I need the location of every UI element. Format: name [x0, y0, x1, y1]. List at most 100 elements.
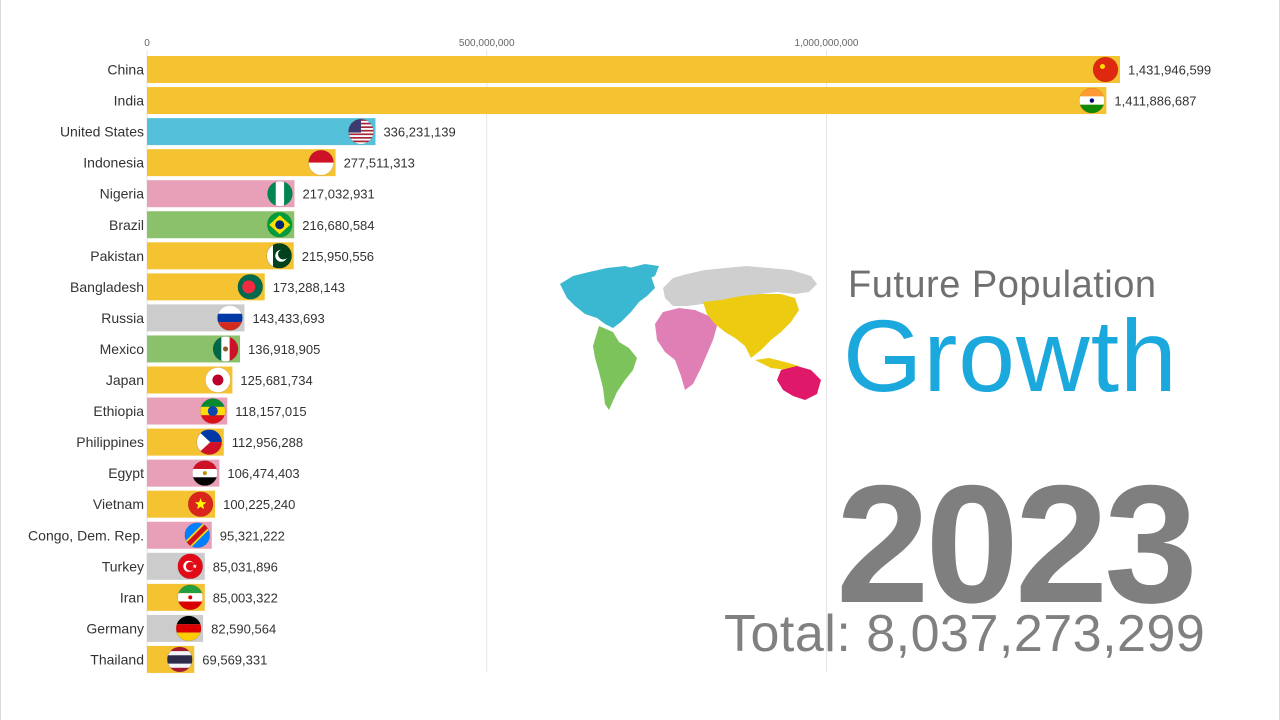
category-label: Congo, Dem. Rep.	[28, 527, 144, 543]
bar-row: Indonesia 277,511,313	[83, 149, 415, 177]
category-label: Turkey	[102, 558, 144, 574]
bar-row: Congo, Dem. Rep. 95,321,222	[28, 521, 285, 549]
category-label: Indonesia	[83, 155, 144, 171]
title-main: Growth	[843, 299, 1178, 413]
category-label: Ethiopia	[93, 403, 144, 419]
bar-row: Turkey 85,031,896	[102, 552, 278, 580]
x-tick-label: 0	[144, 38, 150, 49]
value-label: 85,003,322	[213, 590, 278, 605]
thailand-flag-icon	[167, 646, 193, 672]
value-label: 173,288,143	[273, 280, 345, 295]
bar-row: Iran 85,003,322	[120, 583, 278, 611]
japan-flag-icon	[205, 367, 231, 393]
value-label: 1,431,946,599	[1128, 63, 1211, 78]
category-label: Russia	[101, 310, 144, 326]
value-label: 106,474,403	[227, 466, 299, 481]
pakistan-flag-icon	[266, 243, 292, 269]
map-south-america	[593, 326, 637, 410]
map-africa	[655, 308, 717, 390]
total-value: 8,037,273,299	[866, 605, 1206, 663]
map-greenland	[629, 264, 659, 280]
bar-row: Nigeria 217,032,931	[100, 180, 375, 208]
category-label: Egypt	[108, 465, 144, 481]
vietnam-flag-icon	[188, 491, 214, 517]
egypt-flag-icon	[192, 460, 218, 486]
bar-row: Thailand 69,569,331	[90, 645, 267, 673]
value-label: 143,433,693	[252, 311, 324, 326]
bar-row: Brazil 216,680,584	[109, 211, 375, 239]
map-indonesia	[755, 358, 799, 370]
value-label: 118,157,015	[235, 404, 306, 419]
bar-row: Vietnam 100,225,240	[93, 490, 295, 518]
category-label: United States	[60, 124, 144, 140]
category-label: Iran	[120, 589, 144, 605]
category-label: Mexico	[100, 341, 145, 357]
indonesia-flag-icon	[308, 150, 334, 176]
bar-row: Pakistan 215,950,556	[90, 242, 374, 270]
value-label: 215,950,556	[302, 249, 374, 264]
bar-row: United States 336,231,139	[60, 118, 456, 146]
category-label: Bangladesh	[70, 279, 144, 295]
category-label: Nigeria	[100, 186, 145, 202]
india-flag-icon	[1079, 88, 1105, 114]
category-label: Brazil	[109, 217, 144, 233]
bar-row: India 1,411,886,687	[114, 87, 1197, 115]
bar-row: Egypt 106,474,403	[108, 459, 300, 487]
map-asia	[703, 294, 799, 358]
map-north-america	[560, 266, 655, 328]
bar-row: Germany 82,590,564	[86, 614, 276, 642]
value-label: 336,231,139	[383, 125, 455, 140]
category-label: Pakistan	[90, 248, 144, 264]
brazil-flag-icon	[267, 212, 293, 238]
value-label: 112,956,288	[232, 435, 303, 450]
category-label: India	[114, 93, 145, 109]
x-tick-label: 500,000,000	[459, 38, 515, 49]
turkey-flag-icon	[177, 553, 203, 579]
map-europe-russia	[663, 266, 817, 306]
value-label: 100,225,240	[223, 497, 295, 512]
bar	[147, 56, 1120, 83]
value-label: 216,680,584	[302, 218, 374, 233]
philippines-flag-icon	[196, 429, 222, 455]
category-label: Thailand	[90, 651, 144, 667]
total-label: Total:	[724, 605, 852, 663]
bar	[147, 118, 376, 146]
bar-row: Mexico 136,918,905	[100, 335, 320, 363]
category-label: Philippines	[76, 434, 144, 450]
iran-flag-icon	[177, 584, 203, 610]
total-population: Total: 8,037,273,299	[724, 604, 1205, 664]
value-label: 82,590,564	[211, 621, 276, 636]
value-label: 125,681,734	[240, 373, 312, 388]
title-subtitle: Future Population	[848, 264, 1157, 306]
bar	[147, 87, 1107, 115]
value-label: 1,411,886,687	[1114, 94, 1196, 109]
year-display: 2023	[836, 450, 1198, 638]
congo-flag-icon	[184, 522, 210, 548]
value-label: 85,031,896	[213, 559, 278, 574]
bar-row: Philippines 112,956,288	[76, 428, 303, 456]
value-label: 217,032,931	[302, 187, 374, 202]
world-map-icon	[555, 262, 825, 412]
value-label: 277,511,313	[344, 156, 415, 171]
category-label: Vietnam	[93, 496, 144, 512]
bar-row: Japan 125,681,734	[106, 366, 313, 394]
russia-flag-icon	[217, 305, 243, 331]
map-oceania	[777, 366, 821, 400]
bangladesh-flag-icon	[237, 274, 263, 300]
bar-row: Bangladesh 173,288,143	[70, 273, 345, 301]
category-label: Germany	[86, 620, 144, 636]
x-tick-label: 1,000,000,000	[795, 38, 859, 49]
category-label: China	[107, 62, 144, 78]
bar-row: Ethiopia 118,157,015	[93, 397, 307, 425]
ethiopia-flag-icon	[200, 398, 226, 424]
bar-row: Russia 143,433,693	[101, 304, 325, 332]
china-flag-icon	[1093, 57, 1118, 82]
mexico-flag-icon	[213, 336, 239, 362]
value-label: 95,321,222	[220, 528, 285, 543]
value-label: 136,918,905	[248, 342, 320, 357]
germany-flag-icon	[176, 615, 202, 641]
value-label: 69,569,331	[202, 652, 267, 667]
category-label: Japan	[106, 372, 144, 388]
bar-row: China 1,431,946,599	[107, 56, 1211, 83]
